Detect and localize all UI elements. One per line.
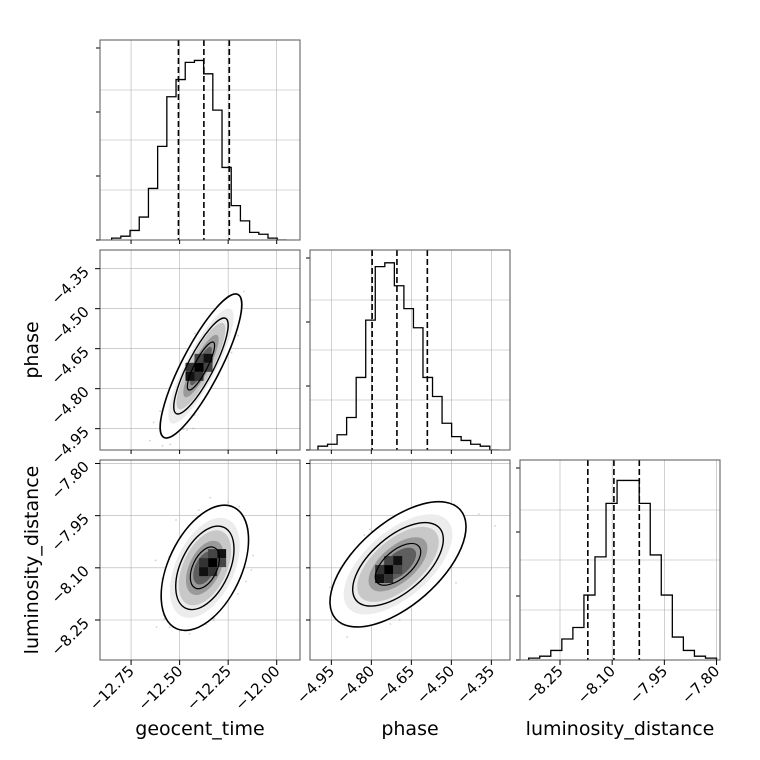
density-cell (375, 574, 385, 584)
sample-point (389, 623, 392, 625)
sample-point (188, 632, 191, 635)
contour-line (159, 293, 243, 439)
histogram-panel-luminosity_distance (516, 459, 721, 661)
contour-line (175, 525, 235, 611)
density-cell (217, 549, 227, 559)
sample-point (149, 439, 151, 442)
panel-frame (519, 459, 721, 661)
sample-point (237, 334, 239, 337)
sample-point (192, 427, 195, 430)
sample-point (238, 505, 241, 508)
histogram-step-line (111, 59, 287, 240)
sample-point (494, 525, 496, 527)
sample-point (328, 586, 331, 589)
density-cell (203, 353, 213, 363)
x-tick-label: −12.50 (134, 662, 186, 714)
density-cell (199, 558, 209, 568)
sample-point (155, 626, 158, 628)
density-cell (194, 353, 204, 363)
sample-point (398, 619, 401, 621)
sample-point (194, 332, 196, 335)
sample-point (227, 501, 229, 503)
density-cell (384, 574, 394, 584)
density-cell (208, 549, 218, 559)
sample-point (152, 421, 155, 424)
histogram-step-line (528, 479, 718, 660)
density-cell (384, 556, 394, 566)
scatter-panel-phase-vs-luminosity_distance (309, 459, 511, 661)
sample-point (159, 410, 162, 413)
histogram-panel-geocent_time (96, 39, 301, 241)
density-cell (393, 565, 403, 575)
sample-point (230, 351, 233, 354)
density-cell (185, 362, 195, 372)
sample-point (363, 534, 366, 537)
sample-point (161, 444, 164, 447)
contour-line (189, 546, 221, 590)
panel-frame (309, 459, 511, 661)
density-cell (384, 565, 394, 575)
panel-frame (99, 459, 301, 661)
density-cell (194, 362, 204, 372)
panel-frame (99, 249, 301, 451)
scatter-panel-geocent_time-vs-luminosity_distance (99, 459, 301, 661)
sample-point (212, 619, 215, 622)
contour-line (374, 542, 422, 586)
density-cell (375, 565, 385, 575)
sample-point (237, 593, 239, 595)
sample-point (209, 496, 212, 499)
density-cell (217, 558, 227, 568)
contour-line (173, 317, 229, 415)
sample-point (163, 618, 166, 620)
sample-point (243, 290, 245, 293)
contour-line (186, 341, 216, 391)
density-cell (199, 567, 209, 577)
density-cell (393, 556, 403, 566)
sample-point (455, 581, 457, 584)
sample-point (175, 519, 177, 521)
contour-line (351, 521, 445, 607)
panel-frame (309, 249, 511, 451)
sample-point (197, 509, 200, 511)
contour-line (160, 504, 250, 632)
histogram-step-line (317, 262, 500, 450)
sample-point (477, 513, 480, 515)
sample-point (245, 580, 248, 583)
sample-point (252, 554, 254, 557)
sample-point (168, 626, 171, 629)
panel-frame (99, 39, 301, 241)
sample-point (368, 528, 371, 531)
sample-point (250, 569, 253, 571)
density-cell (208, 567, 218, 577)
scatter-panel-geocent_time-vs-phase (99, 249, 301, 451)
density-cell (208, 558, 218, 568)
sample-point (154, 559, 157, 562)
contour-line (329, 500, 467, 628)
x-tick-label: −12.75 (86, 662, 138, 714)
sample-point (182, 428, 185, 430)
density-cell (194, 371, 204, 381)
sample-point (186, 429, 188, 431)
sample-point (169, 443, 172, 446)
sample-point (346, 636, 349, 638)
histogram-panel-phase (306, 249, 511, 451)
